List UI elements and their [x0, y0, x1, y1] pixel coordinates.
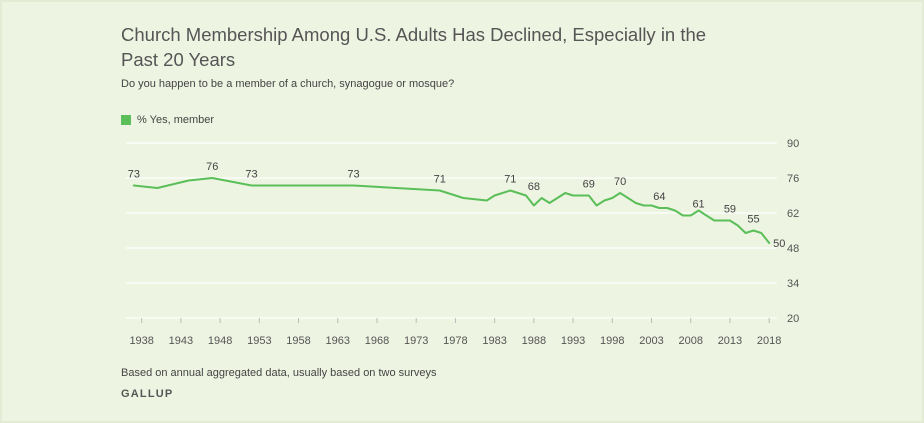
data-label: 64 [653, 191, 665, 203]
data-label: 59 [724, 204, 736, 216]
data-label: 71 [504, 174, 516, 186]
y-tick-label: 62 [787, 208, 799, 220]
x-tick-label: 2013 [718, 335, 742, 347]
data-label: 73 [245, 169, 257, 181]
x-tick-label: 1943 [169, 335, 193, 347]
y-tick-label: 34 [787, 278, 799, 290]
legend: % Yes, member [121, 114, 214, 126]
x-tick-label: 1938 [129, 335, 153, 347]
x-tick-label: 1993 [561, 335, 585, 347]
data-label: 50 [773, 238, 785, 250]
x-tick-label: 1968 [365, 335, 389, 347]
data-label: 71 [434, 174, 446, 186]
data-label: 69 [583, 179, 595, 191]
data-label: 76 [206, 161, 218, 173]
x-tick-label: 2018 [757, 335, 781, 347]
y-tick-label: 90 [787, 138, 799, 150]
x-tick-label: 1998 [600, 335, 624, 347]
data-label: 55 [747, 214, 759, 226]
gridlines [126, 142, 777, 319]
legend-swatch [121, 115, 131, 125]
x-tick-label: 1978 [443, 335, 467, 347]
data-label: 73 [128, 169, 140, 181]
data-labels: 73 76 73 73 71 71 68 69 70 64 61 59 55 50 [128, 161, 786, 250]
x-tick-label: 1953 [247, 335, 271, 347]
y-tick-label: 48 [787, 243, 799, 255]
x-tick-label: 1948 [208, 335, 232, 347]
legend-label: % Yes, member [137, 114, 215, 126]
x-axis-ticks: 1938 1943 1948 1953 1958 1963 1968 1973 1978 1983… [129, 318, 781, 347]
brand-wordmark: GALLUP [121, 388, 174, 400]
data-label: 70 [614, 176, 626, 188]
y-tick-label: 76 [787, 173, 799, 185]
y-axis-ticks: 90 76 62 48 34 20 [787, 138, 799, 325]
y-tick-label: 20 [787, 313, 799, 325]
data-label: 61 [692, 199, 704, 211]
series-line [132, 177, 771, 244]
x-tick-label: 2008 [678, 335, 702, 347]
chart-subtitle: Do you happen to be a member of a church… [121, 78, 455, 90]
chart-title: Church Membership Among U.S. Adults Has … [121, 24, 707, 70]
series-layer [132, 177, 771, 244]
x-tick-label: 1963 [326, 335, 350, 347]
x-tick-label: 1988 [522, 335, 546, 347]
x-tick-label: 1973 [404, 335, 428, 347]
x-tick-label: 1958 [286, 335, 310, 347]
footnote: Based on annual aggregated data, usually… [121, 367, 437, 379]
data-label: 68 [528, 181, 540, 193]
x-tick-label: 1983 [482, 335, 506, 347]
x-tick-label: 2003 [639, 335, 663, 347]
data-label: 73 [347, 169, 359, 181]
